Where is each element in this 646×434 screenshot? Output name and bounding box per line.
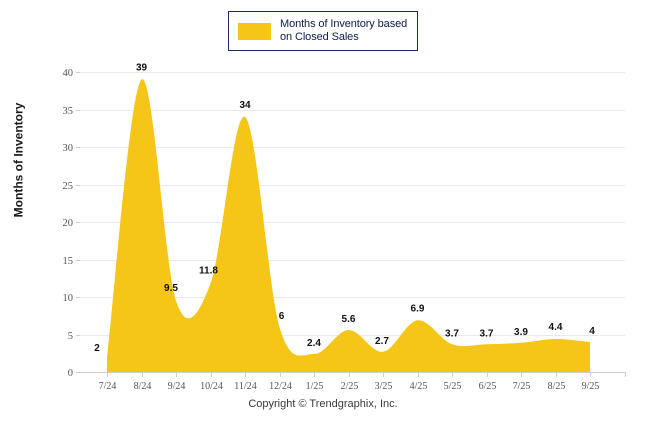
data-value-label: 3.7 [480, 328, 494, 339]
x-tick-label: 11/24 [234, 381, 256, 392]
y-tick-label: 40 [63, 68, 74, 79]
data-value-label: 2 [94, 343, 100, 354]
y-tick-label: 20 [63, 218, 74, 229]
data-value-label: 11.8 [199, 266, 218, 277]
chart-legend: Months of Inventory based on Closed Sale… [228, 11, 418, 51]
y-tick-label: 30 [63, 143, 74, 154]
x-tick-label: 3/25 [375, 381, 393, 392]
x-tick-label: 5/25 [444, 381, 462, 392]
data-value-label: 9.5 [164, 283, 178, 294]
y-tick-label: 15 [63, 256, 74, 267]
data-value-label: 39 [136, 63, 148, 74]
x-tick-label: 9/25 [582, 381, 600, 392]
x-tick-label: 9/24 [168, 381, 186, 392]
area-series-months-of-inventory [107, 79, 590, 372]
data-value-label: 4.4 [549, 322, 563, 333]
data-value-label: 4 [589, 326, 595, 337]
x-tick-label: 6/25 [479, 381, 497, 392]
data-value-label: 2.4 [307, 338, 321, 349]
data-value-label: 5.6 [342, 314, 356, 325]
data-value-label: 3.9 [514, 327, 528, 338]
x-tick-label: 10/24 [200, 381, 223, 392]
x-tick-label: 8/24 [134, 381, 152, 392]
x-tick-label: 2/25 [341, 381, 359, 392]
x-tick-label: 12/24 [269, 381, 292, 392]
data-value-label: 3.7 [445, 328, 459, 339]
y-axis-ticks: 0 5 10 15 20 25 30 35 40 [63, 68, 80, 379]
data-value-label: 34 [239, 100, 251, 111]
y-tick-label: 10 [63, 293, 74, 304]
legend-label: Months of Inventory based on Closed Sale… [280, 18, 408, 43]
x-tick-label: 1/25 [306, 381, 324, 392]
y-tick-label: 25 [63, 181, 74, 192]
x-axis-ticks: 7/24 8/24 9/24 10/24 11/24 12/24 1/25 2/25 3/25 4… [99, 372, 626, 392]
y-tick-label: 5 [68, 331, 73, 342]
data-value-label: 6.9 [411, 303, 425, 314]
x-tick-label: 4/25 [410, 381, 428, 392]
x-tick-label: 8/25 [548, 381, 566, 392]
copyright-notice: Copyright © Trendgraphix, Inc. [248, 398, 398, 410]
data-value-label: 2.7 [375, 336, 389, 347]
legend-swatch-months-of-inventory [238, 22, 271, 40]
y-tick-label: 0 [68, 368, 73, 379]
area-fill [107, 79, 590, 372]
data-value-label: 6 [279, 311, 285, 322]
y-tick-label: 35 [63, 106, 74, 117]
x-tick-label: 7/25 [513, 381, 531, 392]
data-value-labels: 2 39 9.5 11.8 34 6 2.4 5.6 2.7 6.9 3.7 3.7 3.9 4.4 4 [94, 63, 595, 355]
x-tick-label: 7/24 [99, 381, 117, 392]
